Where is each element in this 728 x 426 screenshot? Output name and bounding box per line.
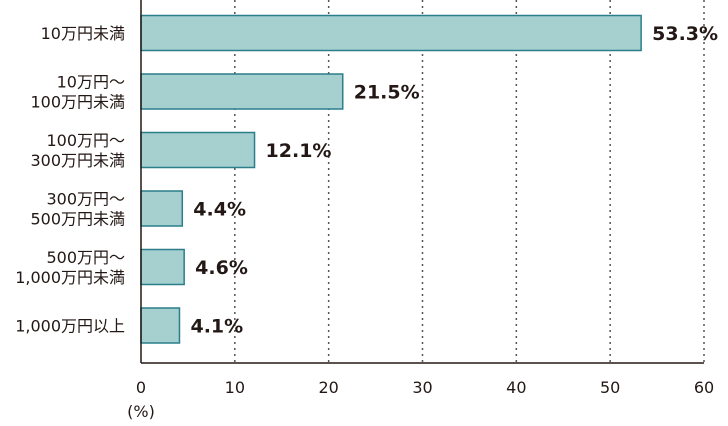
x-tick-label: 20 xyxy=(318,378,338,397)
category-label: 500万円〜 1,000万円未満 xyxy=(15,248,125,287)
bar xyxy=(140,14,642,52)
bar xyxy=(140,307,181,344)
category-label: 1,000万円以上 xyxy=(15,317,125,336)
labels: 0 10 20 30 40 50 60 53.3% 10万円未満 21.5% 10万円〜 100万円未… xyxy=(15,23,718,397)
category-label: 300万円〜 500万円未満 xyxy=(30,190,125,229)
bar-value-label: 12.1% xyxy=(266,140,332,162)
x-tick-label: 40 xyxy=(506,378,526,397)
bar xyxy=(140,190,184,227)
bar xyxy=(140,131,256,169)
bars xyxy=(140,14,642,344)
bar xyxy=(140,248,185,286)
bar xyxy=(140,73,344,110)
x-axis-unit-label: (%) xyxy=(127,402,155,421)
x-tick-label: 0 xyxy=(136,378,146,397)
gridlines xyxy=(234,0,705,363)
x-tick-label: 30 xyxy=(412,378,432,397)
bar-value-label: 4.4% xyxy=(193,199,246,221)
bar-value-label: 21.5% xyxy=(354,82,420,104)
bar-value-label: 4.6% xyxy=(195,257,248,279)
bar-value-label: 53.3% xyxy=(652,23,718,45)
bar-value-label: 4.1% xyxy=(190,316,243,338)
x-tick-label: 10 xyxy=(225,378,245,397)
category-label: 10万円未満 xyxy=(41,24,125,43)
category-label: 100万円〜 300万円未満 xyxy=(30,131,125,170)
x-tick-label: 60 xyxy=(694,378,714,397)
category-label: 10万円〜 100万円未満 xyxy=(30,73,125,112)
x-tick-label: 50 xyxy=(600,378,620,397)
axes xyxy=(140,0,704,364)
